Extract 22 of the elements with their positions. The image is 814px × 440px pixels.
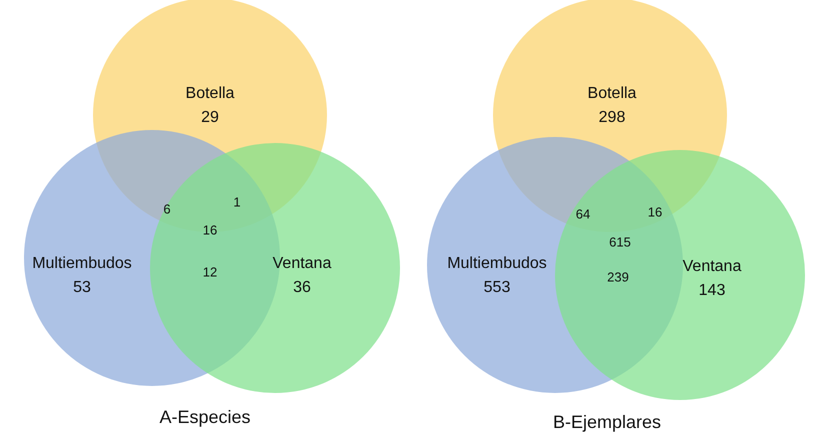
- category-label: Botella: [186, 85, 235, 102]
- text: 16: [202, 222, 218, 238]
- text: B-Ejemplares: [552, 412, 662, 432]
- category-label: Ventana: [272, 255, 332, 272]
- text: 1: [233, 194, 241, 210]
- category-label: Ventana: [682, 258, 742, 275]
- text: 239: [607, 269, 629, 284]
- text: 64: [576, 206, 590, 222]
- data-label: 298: [598, 109, 626, 126]
- text: 615: [609, 234, 631, 250]
- data-label: 29: [201, 109, 219, 126]
- category-label: Multiembudos: [447, 255, 547, 272]
- data-label: 553: [484, 279, 510, 296]
- category-label: Multiembudos: [32, 255, 132, 272]
- text: A-Especies: [159, 407, 251, 427]
- text: 12: [202, 264, 218, 280]
- data-label: 36: [293, 279, 311, 296]
- data-label: 143: [698, 282, 726, 299]
- data-label: 53: [73, 279, 91, 296]
- text: 16: [648, 204, 662, 220]
- category-label: Botella: [588, 85, 637, 102]
- text: 6: [163, 201, 171, 216]
